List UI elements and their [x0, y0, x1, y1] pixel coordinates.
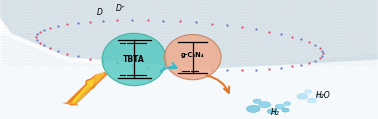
- Polygon shape: [62, 72, 108, 106]
- Ellipse shape: [253, 99, 261, 103]
- Text: D⁺: D⁺: [116, 4, 126, 13]
- Ellipse shape: [305, 90, 311, 93]
- Ellipse shape: [246, 105, 260, 112]
- Ellipse shape: [102, 33, 166, 86]
- Ellipse shape: [282, 108, 289, 112]
- Text: g-C₃N₄: g-C₃N₄: [181, 52, 204, 58]
- Ellipse shape: [267, 109, 277, 114]
- Text: H₂: H₂: [271, 108, 280, 117]
- Polygon shape: [0, 33, 378, 119]
- Text: H₂O: H₂O: [316, 91, 331, 100]
- Ellipse shape: [307, 98, 316, 103]
- Polygon shape: [68, 73, 105, 104]
- Ellipse shape: [284, 102, 291, 105]
- Ellipse shape: [316, 93, 323, 97]
- Ellipse shape: [275, 104, 284, 109]
- Polygon shape: [0, 0, 378, 69]
- Ellipse shape: [297, 94, 308, 99]
- Ellipse shape: [259, 102, 271, 108]
- Text: D: D: [97, 8, 103, 17]
- Text: TBTA: TBTA: [123, 55, 145, 64]
- Ellipse shape: [164, 35, 221, 80]
